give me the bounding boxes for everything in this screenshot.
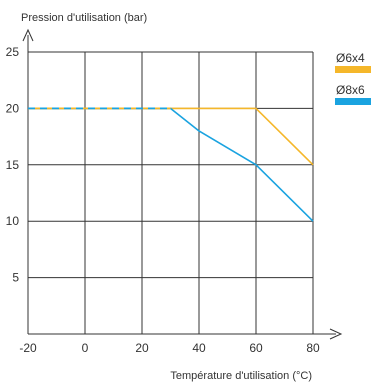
- x-axis-label: Température d'utilisation (°C): [170, 370, 312, 382]
- grid: [28, 51, 314, 334]
- legend-swatch-2: [335, 98, 371, 105]
- y-tick-label: 15: [6, 158, 20, 172]
- x-tick-label: 60: [249, 341, 263, 355]
- y-tick-label: 5: [12, 271, 19, 285]
- legend-label-2: Ø8x6: [336, 83, 365, 97]
- x-tick-label: 0: [82, 341, 89, 355]
- axes: [22, 28, 343, 340]
- x-tick-label: -20: [19, 341, 37, 355]
- legend-label-1: Ø6x4: [336, 51, 365, 65]
- x-tick-label: 40: [192, 341, 206, 355]
- y-axis-label: Pression d'utilisation (bar): [21, 12, 147, 24]
- series-line-1: [28, 107, 314, 166]
- x-tick-label: 80: [306, 341, 320, 355]
- x-axis-arrow: [329, 328, 343, 340]
- series: [28, 107, 314, 222]
- y-axis-arrow: [22, 28, 34, 42]
- x-tick-label: 20: [135, 341, 149, 355]
- y-tick-label: 20: [6, 101, 20, 115]
- y-tick-label: 25: [6, 45, 20, 59]
- legend: Ø6x4 Ø8x6: [335, 51, 371, 105]
- tick-labels: -20 0 20 40 60 80 5 10 15 20 25: [6, 45, 320, 355]
- legend-swatch-1: [335, 66, 371, 73]
- y-tick-label: 10: [6, 214, 20, 228]
